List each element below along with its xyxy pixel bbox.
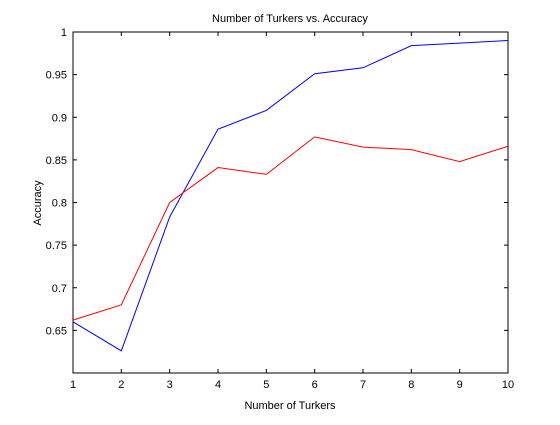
x-tick-label: 3 xyxy=(167,379,173,391)
x-tick-label: 8 xyxy=(408,379,414,391)
y-tick-label: 0.8 xyxy=(52,198,67,210)
y-tick-label: 0.9 xyxy=(52,112,67,124)
x-tick-label: 7 xyxy=(360,379,366,391)
x-tick-label: 6 xyxy=(312,379,318,391)
x-tick-label: 1 xyxy=(70,379,76,391)
series-layer xyxy=(72,40,509,352)
x-tick-label: 4 xyxy=(215,379,221,391)
x-tick-label: 2 xyxy=(118,379,124,391)
x-tick-label: 10 xyxy=(502,379,514,391)
y-axis-title: Accuracy xyxy=(32,180,44,226)
plot-frame xyxy=(72,31,509,374)
x-tick-label: 5 xyxy=(263,379,269,391)
y-tick-label: 0.7 xyxy=(52,283,67,295)
series-line-2 xyxy=(72,136,509,321)
x-axis-title: Number of Turkers xyxy=(244,400,336,412)
y-tick-label: 0.65 xyxy=(46,325,67,337)
x-tick-label: 9 xyxy=(457,379,463,391)
y-tick-label: 1 xyxy=(61,27,67,39)
x-axis-ticks: 1 2 3 4 5 6 7 8 9 10 xyxy=(70,32,514,391)
y-tick-label: 0.75 xyxy=(46,240,67,252)
y-tick-label: 0.85 xyxy=(46,155,67,167)
chart-title: Number of Turkers vs. Accuracy xyxy=(212,13,368,25)
y-axis-ticks: 0.65 0.7 0.75 0.8 0.85 0.9 0.95 1 xyxy=(46,27,508,337)
series-line-1 xyxy=(72,40,509,352)
y-tick-label: 0.95 xyxy=(46,70,67,82)
